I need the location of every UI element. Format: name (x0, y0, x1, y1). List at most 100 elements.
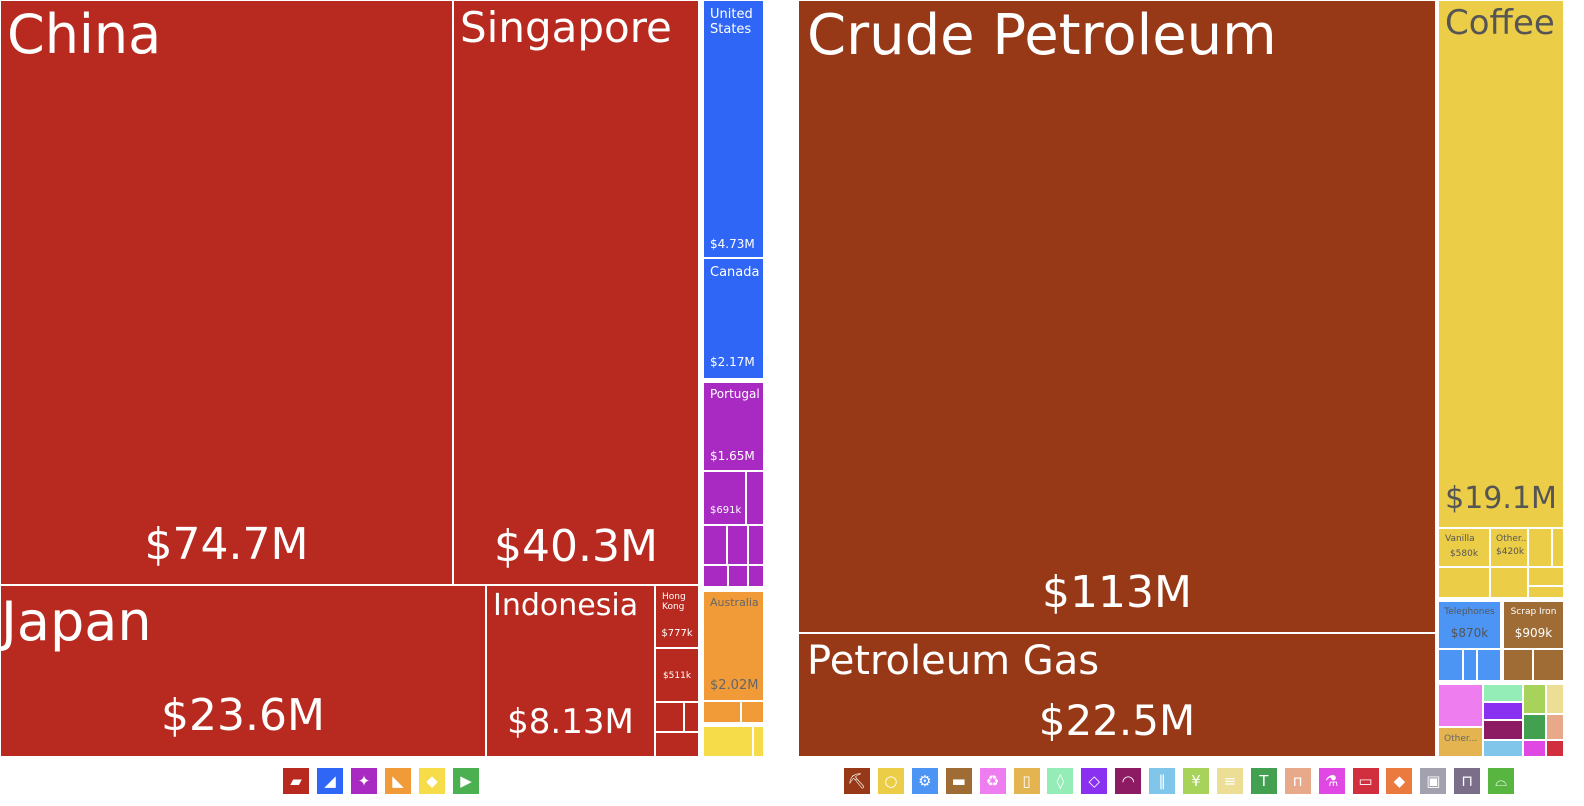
tile-machines-small[interactable] (1438, 649, 1463, 681)
tile-europe-small[interactable] (746, 471, 764, 525)
metal-anvil-icon[interactable]: ▬ (944, 767, 973, 795)
box-icon[interactable]: ▣ (1419, 767, 1448, 795)
shirt-icon[interactable]: T (1249, 767, 1278, 795)
gauge-icon[interactable]: ◠ (1114, 767, 1143, 795)
hide-icon[interactable]: ◊ (1046, 767, 1075, 795)
tile-oceania-small[interactable] (741, 701, 764, 723)
tile-label: United States (710, 7, 753, 37)
tile-scrap-iron[interactable]: Scrap Iron $909k (1503, 601, 1564, 649)
tile-metals-small[interactable] (1533, 649, 1564, 681)
asia-icon[interactable]: ▰ (282, 767, 310, 795)
tile-value: $23.6M (161, 690, 325, 741)
tile-africa-small[interactable] (753, 726, 764, 757)
tile-vegetable-small[interactable] (1528, 528, 1552, 567)
tile-africa[interactable] (703, 726, 753, 757)
north-america-icon[interactable]: ◢ (316, 767, 344, 795)
tile-indonesia[interactable]: Indonesia $8.13M (486, 585, 655, 757)
tile-machines-small[interactable] (1477, 649, 1501, 681)
shoe-icon[interactable]: ⌓ (1487, 767, 1516, 795)
tile-label: Other... (1444, 734, 1478, 744)
mineral-pickaxe-icon[interactable]: ⛏ (843, 767, 871, 795)
animal-icon[interactable]: п (1283, 767, 1312, 795)
tile-asia-small[interactable] (655, 732, 699, 757)
recycle-icon[interactable]: ♻ (978, 767, 1007, 795)
road-icon[interactable]: ∥ (1148, 767, 1177, 795)
tile-paper-small[interactable] (1546, 684, 1564, 714)
tile-europe-small[interactable]: $691k (703, 471, 746, 525)
tile-europe-small[interactable] (727, 525, 748, 565)
tile-instruments-small[interactable] (1483, 720, 1523, 740)
tile-vegetable-oil-small[interactable] (1523, 684, 1546, 714)
tile-coffee[interactable]: Coffee $19.1M (1438, 0, 1564, 528)
tile-europe-small[interactable] (748, 525, 764, 565)
tile-asia-small[interactable] (655, 702, 684, 732)
tile-label: Hong Kong (662, 592, 686, 612)
tile-hides-small[interactable] (1483, 684, 1523, 702)
tile-value: $1.65M (710, 449, 755, 463)
tile-portugal[interactable]: Portugal $1.65M (703, 382, 764, 471)
tile-other-foodstuffs[interactable]: Other... (1438, 727, 1483, 757)
africa-icon[interactable]: ◆ (418, 767, 446, 795)
tile-japan[interactable]: Japan $23.6M (0, 585, 486, 757)
tile-vegetable-small[interactable] (1490, 567, 1528, 598)
tile-value: $74.7M (144, 519, 309, 570)
tile-oceania-small[interactable] (703, 701, 741, 723)
tile-singapore[interactable]: Singapore $40.3M (453, 0, 699, 585)
meat-icon[interactable]: ◆ (1385, 767, 1414, 795)
tile-europe-small[interactable] (703, 525, 727, 565)
paper-scroll-icon[interactable]: ≡ (1215, 767, 1244, 795)
tile-value: $8.13M (507, 702, 634, 742)
tile-label: Telephones (1444, 607, 1495, 617)
europe-icon[interactable]: ✦ (350, 767, 378, 795)
machine-gear-icon[interactable]: ⚙ (910, 767, 939, 795)
tile-label: Singapore (460, 3, 672, 52)
tile-telephones[interactable]: Telephones $870k (1438, 601, 1501, 649)
diamond-icon[interactable]: ◇ (1080, 767, 1109, 795)
tile-value: $777k (661, 628, 693, 639)
tile-chemicals-small[interactable] (1523, 740, 1546, 757)
tile-value: $113M (1042, 567, 1192, 618)
tile-vegetable-small[interactable] (1438, 567, 1490, 598)
tile-europe-small[interactable] (748, 565, 764, 587)
tile-australia[interactable]: Australia $2.02M (703, 591, 764, 701)
tile-label: Japan (1, 590, 152, 653)
tile-petroleum-gas[interactable]: Petroleum Gas $22.5M (798, 633, 1436, 757)
tile-united-states[interactable]: United States $4.73M (703, 0, 764, 258)
tile-value: $909k (1514, 626, 1553, 640)
wheat-icon[interactable]: ¥ (1182, 767, 1210, 795)
tile-stone-small[interactable] (1483, 740, 1523, 757)
tile-textiles-small[interactable] (1523, 714, 1546, 740)
tile-china[interactable]: China $74.7M (0, 0, 453, 585)
tile-vanilla[interactable]: Vanilla $580k (1438, 528, 1490, 567)
tile-value: $511k (662, 671, 692, 681)
tile-other-vegetable[interactable]: Other... $420k (1490, 528, 1528, 567)
tile-precious-small[interactable] (1483, 702, 1523, 720)
south-america-icon[interactable]: ▶ (452, 767, 480, 795)
easel-icon[interactable]: ⊓ (1453, 767, 1482, 795)
tile-animal-small[interactable] (1546, 714, 1564, 740)
tile-crude-petroleum[interactable]: Crude Petroleum $113M (798, 0, 1436, 633)
tile-asia-small[interactable]: $511k (655, 648, 699, 702)
tile-europe-small[interactable] (703, 565, 728, 587)
oceania-icon[interactable]: ◣ (384, 767, 412, 795)
tile-value: $19.1M (1445, 481, 1557, 516)
tile-canada[interactable]: Canada $2.17M (703, 258, 764, 379)
tile-value: $2.02M (710, 678, 759, 693)
vegetable-icon[interactable]: ○ (876, 767, 905, 795)
tile-label: Vanilla (1445, 534, 1475, 544)
flask-icon[interactable]: ⚗ (1317, 767, 1346, 795)
foodstuff-icon[interactable]: ▯ (1012, 767, 1041, 795)
tile-europe-small[interactable] (728, 565, 748, 587)
tile-metals-small[interactable] (1503, 649, 1533, 681)
tile-machines-small[interactable] (1463, 649, 1477, 681)
tile-vegetable-small[interactable] (1528, 586, 1564, 598)
ticket-icon[interactable]: ▭ (1351, 767, 1380, 795)
tile-asia-small[interactable] (684, 702, 699, 732)
tile-plastics-small[interactable] (1546, 740, 1564, 757)
tile-label: Canada (710, 265, 760, 280)
tile-recycle-small[interactable] (1438, 684, 1483, 727)
tile-vegetable-small[interactable] (1528, 567, 1564, 586)
tile-value: $691k (710, 505, 742, 516)
tile-vegetable-small[interactable] (1552, 528, 1564, 567)
tile-hong-kong[interactable]: Hong Kong $777k (655, 585, 699, 648)
